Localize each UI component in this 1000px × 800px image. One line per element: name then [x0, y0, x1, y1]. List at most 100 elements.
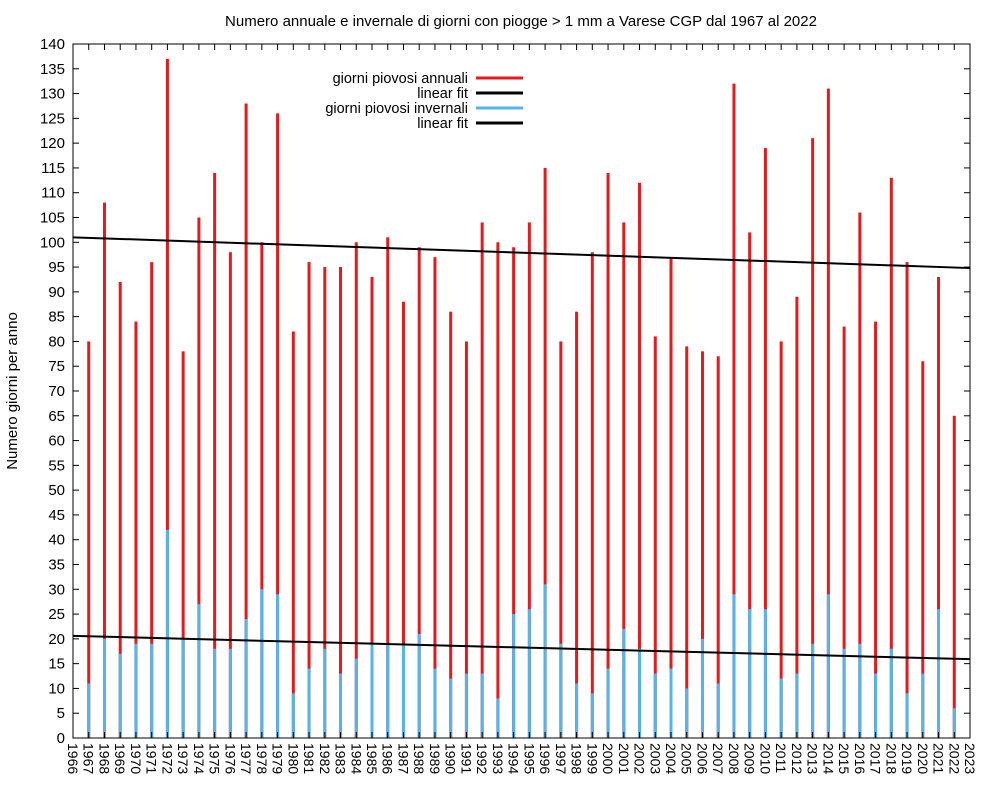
- x-tick-label: 1969: [112, 743, 128, 774]
- x-tick-label: 2018: [883, 743, 899, 774]
- y-tick-label: 105: [40, 210, 65, 227]
- x-tick-label: 1984: [348, 743, 364, 774]
- annual-bar: [449, 311, 453, 738]
- x-tick-label: 1996: [537, 743, 553, 774]
- y-axis-label: Numero giorni per anno: [4, 312, 21, 470]
- annual-bar: [889, 177, 893, 739]
- x-tick-label: 1988: [411, 743, 427, 774]
- x-tick-label: 1970: [128, 743, 144, 774]
- winter-bar: [905, 693, 909, 738]
- winter-bar: [512, 614, 516, 738]
- winter-bar: [87, 683, 91, 738]
- annual-bar: [417, 247, 421, 738]
- annual-bar: [590, 252, 594, 738]
- y-tick-label: 40: [48, 532, 65, 549]
- y-tick-label: 135: [40, 61, 65, 78]
- annual-bar: [87, 341, 91, 738]
- annual-bar: [669, 257, 673, 738]
- winter-bar: [653, 673, 657, 738]
- annual-bar: [653, 336, 657, 738]
- y-tick-label: 115: [41, 160, 65, 177]
- y-tick-label: 130: [40, 86, 65, 103]
- annual-bar: [858, 212, 862, 739]
- annual-bar: [213, 172, 217, 738]
- x-tick-label: 2023: [962, 743, 978, 774]
- annual-fit-line: [72, 236, 971, 270]
- winter-bar: [197, 604, 201, 738]
- annual-bar: [732, 83, 736, 738]
- annual-bar: [559, 341, 563, 738]
- annual-bar: [811, 138, 815, 738]
- y-tick-label: 75: [48, 358, 65, 375]
- y-tick-label: 140: [40, 36, 65, 53]
- annual-bar: [606, 172, 610, 738]
- annual-bar: [716, 356, 720, 738]
- legend-label: giorni piovosi invernali: [325, 101, 468, 117]
- winter-bar: [496, 698, 500, 738]
- y-tick-label: 120: [40, 135, 65, 152]
- x-tick-label: 1993: [490, 743, 506, 774]
- winter-bar: [858, 643, 862, 738]
- x-tick-label: 1994: [506, 743, 522, 774]
- x-tick-label: 2022: [946, 743, 962, 774]
- winter-bar: [811, 643, 815, 738]
- annual-bar: [150, 262, 154, 738]
- x-tick-label: 2015: [836, 743, 852, 774]
- winter-bar: [842, 648, 846, 738]
- annual-bar: [638, 182, 642, 739]
- annual-bar: [118, 281, 122, 738]
- annual-bar: [307, 262, 311, 738]
- winter-bar: [952, 708, 956, 738]
- x-tick-label: 2012: [789, 743, 805, 774]
- x-tick-label: 1974: [191, 743, 207, 774]
- y-tick-label: 125: [40, 110, 65, 127]
- winter-bar: [244, 619, 248, 738]
- x-tick-label: 1968: [96, 743, 112, 774]
- annual-bar: [354, 242, 358, 739]
- x-tick-label: 2016: [852, 743, 868, 774]
- winter-bar: [370, 643, 374, 738]
- y-tick-label: 10: [48, 680, 65, 697]
- winter-bar: [433, 668, 437, 738]
- annual-bar: [952, 415, 956, 738]
- annual-bar: [433, 257, 437, 738]
- winter-bar: [323, 648, 327, 738]
- winter-bar: [543, 584, 547, 738]
- x-tick-label: 2011: [773, 743, 789, 773]
- x-tick-label: 1999: [584, 743, 600, 774]
- annual-bar: [937, 276, 941, 738]
- x-tick-label: 2017: [868, 743, 884, 774]
- y-tick-label: 15: [48, 656, 65, 673]
- annual-bar: [512, 247, 516, 738]
- x-tick-label: 1997: [553, 743, 569, 774]
- winter-bar: [291, 693, 295, 738]
- x-tick-label: 2010: [757, 743, 773, 774]
- annual-bar: [685, 346, 689, 738]
- plot-frame: [72, 43, 971, 739]
- y-tick-label: 5: [57, 705, 65, 722]
- fit-lines: [72, 236, 971, 661]
- legend-label: linear fit: [417, 86, 468, 102]
- y-tick-label: 95: [48, 259, 65, 276]
- y-tick-label: 80: [48, 333, 65, 350]
- annual-bar: [370, 276, 374, 738]
- y-tick-label: 90: [48, 284, 65, 301]
- winter-bar: [228, 648, 232, 738]
- x-tick-label: 1975: [207, 743, 223, 774]
- x-tick-label: 2013: [805, 743, 821, 774]
- x-tick-label: 1979: [270, 743, 286, 774]
- x-tick-label: 1982: [317, 743, 333, 774]
- annual-bar: [464, 341, 468, 738]
- annual-bar: [496, 242, 500, 739]
- annual-bar: [197, 217, 201, 738]
- annual-bar: [401, 301, 405, 738]
- x-tick-label: 2020: [915, 743, 931, 774]
- annual-bar: [748, 232, 752, 738]
- x-tick-label: 1967: [81, 743, 97, 774]
- y-tick-label: 45: [48, 507, 65, 524]
- winter-bar: [622, 628, 626, 738]
- y-tick-label: 85: [48, 309, 65, 326]
- winter-bar: [575, 683, 579, 738]
- annual-bar: [700, 351, 704, 738]
